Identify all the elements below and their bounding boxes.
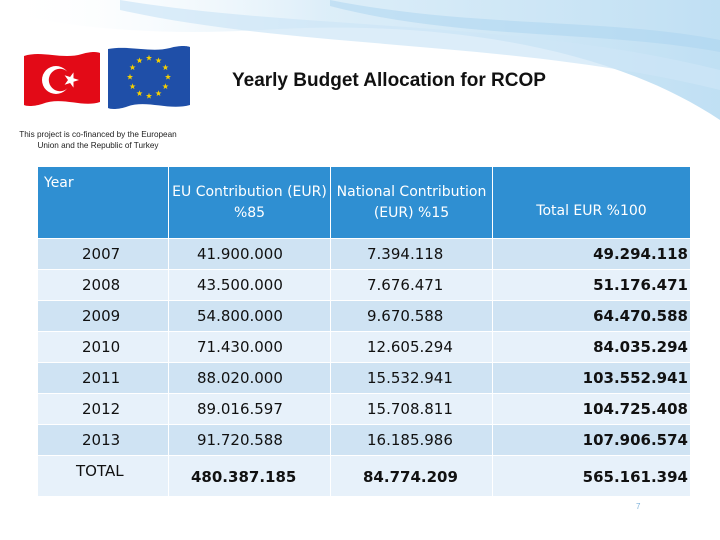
cell-total: 104.725.408 <box>493 394 691 425</box>
cell-national: 12.605.294 <box>331 332 493 363</box>
cell-year: 2010 <box>38 332 169 363</box>
eu-star-icon <box>129 83 136 90</box>
cell-national: 9.670.588 <box>331 301 493 332</box>
table-header-row: Year EU Contribution (EUR) %85 National … <box>38 167 691 239</box>
table-row: 2013 91.720.588 16.185.986 107.906.574 <box>38 425 691 456</box>
eu-star-icon <box>136 57 143 64</box>
cell-eu-total: 480.387.185 <box>169 456 331 497</box>
eu-star-icon <box>145 92 153 99</box>
table-row: 2007 41.900.000 7.394.118 49.294.118 <box>38 239 691 270</box>
table-row: 2009 54.800.000 9.670.588 64.470.588 <box>38 301 691 332</box>
cell-year: 2007 <box>38 239 169 270</box>
table-row: 2012 89.016.597 15.708.811 104.725.408 <box>38 394 691 425</box>
cell-year: 2013 <box>38 425 169 456</box>
cell-total-label: TOTAL <box>38 456 169 497</box>
page-number: 7 <box>636 502 641 511</box>
cell-total: 84.035.294 <box>493 332 691 363</box>
table-total-row: TOTAL 480.387.185 84.774.209 565.161.394 <box>38 456 691 497</box>
eu-star-icon <box>136 90 143 97</box>
cell-national: 7.676.471 <box>331 270 493 301</box>
cell-eu: 41.900.000 <box>169 239 331 270</box>
cell-total: 107.906.574 <box>493 425 691 456</box>
header-year: Year <box>38 167 169 239</box>
eu-star-icon <box>155 57 162 64</box>
table-row: 2008 43.500.000 7.676.471 51.176.471 <box>38 270 691 301</box>
cell-year: 2008 <box>38 270 169 301</box>
header-eu-contribution: EU Contribution (EUR) %85 <box>169 167 331 239</box>
eu-star-icon <box>126 73 134 80</box>
turkey-flag-icon <box>22 50 102 108</box>
eu-star-icon <box>162 64 169 71</box>
budget-table: Year EU Contribution (EUR) %85 National … <box>38 167 691 497</box>
cell-eu: 89.016.597 <box>169 394 331 425</box>
eu-star-icon <box>129 64 136 71</box>
eu-flag-icon <box>106 45 192 111</box>
cell-year: 2009 <box>38 301 169 332</box>
cell-eu: 88.020.000 <box>169 363 331 394</box>
table-row: 2011 88.020.000 15.532.941 103.552.941 <box>38 363 691 394</box>
eu-star-icon <box>164 73 172 80</box>
cell-eu: 71.430.000 <box>169 332 331 363</box>
cell-total: 51.176.471 <box>493 270 691 301</box>
cell-national: 16.185.986 <box>331 425 493 456</box>
cell-eu: 91.720.588 <box>169 425 331 456</box>
eu-star-icon <box>145 54 153 61</box>
table-row: 2010 71.430.000 12.605.294 84.035.294 <box>38 332 691 363</box>
header-total: Total EUR %100 <box>493 167 691 239</box>
cell-eu: 43.500.000 <box>169 270 331 301</box>
cell-year: 2011 <box>38 363 169 394</box>
cell-grand-total: 565.161.394 <box>493 456 691 497</box>
cell-total: 49.294.118 <box>493 239 691 270</box>
page-title: Yearly Budget Allocation for RCOP <box>232 70 546 91</box>
eu-star-icon <box>162 83 169 90</box>
cell-national-total: 84.774.209 <box>331 456 493 497</box>
cell-national: 15.532.941 <box>331 363 493 394</box>
cell-year: 2012 <box>38 394 169 425</box>
cell-national: 15.708.811 <box>331 394 493 425</box>
cell-eu: 54.800.000 <box>169 301 331 332</box>
cell-national: 7.394.118 <box>331 239 493 270</box>
eu-star-icon <box>155 90 162 97</box>
header-national-contribution: National Contribution (EUR) %15 <box>331 167 493 239</box>
cell-total: 103.552.941 <box>493 363 691 394</box>
cofinance-note: This project is co-financed by the Europ… <box>19 130 177 150</box>
cell-total: 64.470.588 <box>493 301 691 332</box>
